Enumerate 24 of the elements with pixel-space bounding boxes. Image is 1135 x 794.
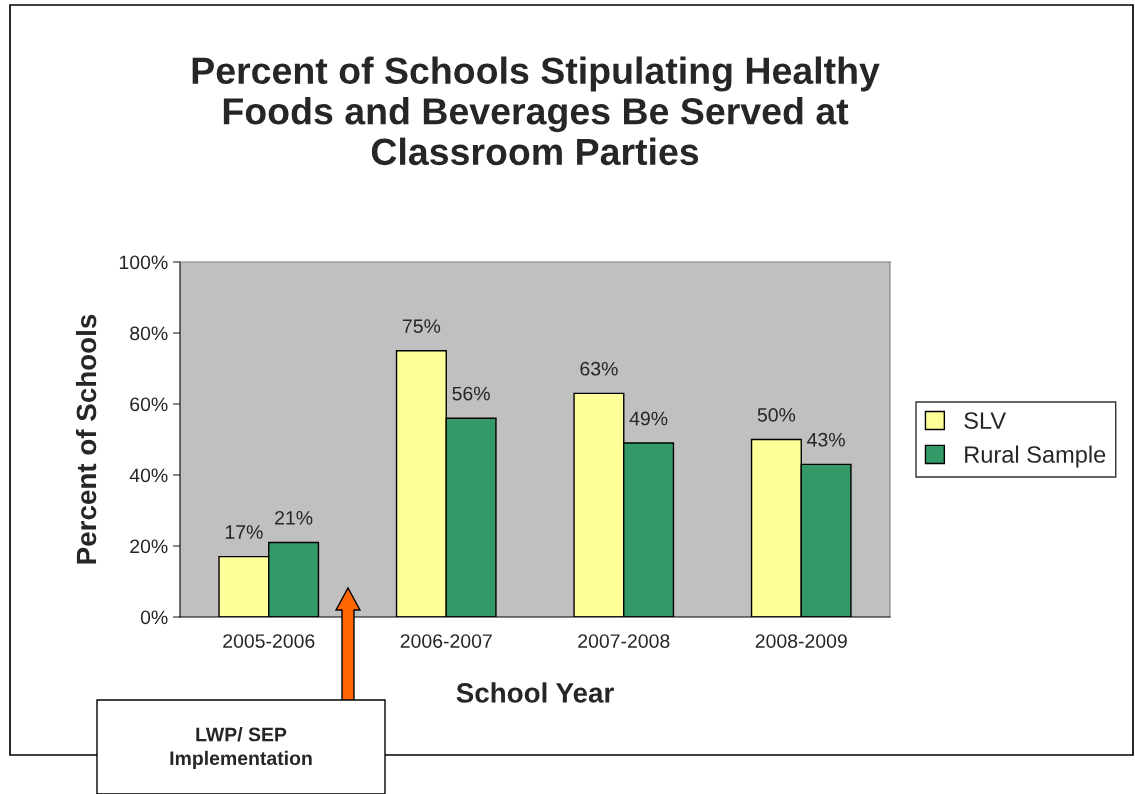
y-tick-label: 20% xyxy=(130,539,168,554)
data-label: 50% xyxy=(757,408,796,422)
x-axis-title: School Year xyxy=(456,682,614,703)
y-tick-label: 60% xyxy=(130,397,168,412)
y-tick-label: 40% xyxy=(129,468,168,483)
legend-label: Rural Sample xyxy=(965,445,1106,468)
x-tick-label: 2005-2006 xyxy=(223,634,315,648)
y-tick-label: 0% xyxy=(140,610,168,625)
data-label: 43% xyxy=(807,432,845,447)
data-label: 63% xyxy=(580,361,618,376)
data-label: 49% xyxy=(629,411,668,426)
x-tick-label: 2006-2007 xyxy=(400,634,492,648)
y-tick-label: 80% xyxy=(130,326,168,341)
x-tick-label: 2008-2009 xyxy=(755,634,847,648)
data-label: 17% xyxy=(225,525,263,539)
data-label: 56% xyxy=(452,386,490,401)
text: LWP/ SEP Implementation xyxy=(170,727,312,769)
chart-title: Percent of Schools Stipulating Healthy Foods and Beverages Be Served at Classroom Parties xyxy=(192,56,880,166)
y-axis-title: Percent of Schools xyxy=(75,314,97,564)
legend-label: SLV xyxy=(964,412,1007,429)
data-label: 21% xyxy=(275,510,313,525)
x-tick-label: 2007-2008 xyxy=(578,634,670,648)
data-label: 75% xyxy=(402,319,441,334)
y-tick-label: 100% xyxy=(119,255,168,270)
